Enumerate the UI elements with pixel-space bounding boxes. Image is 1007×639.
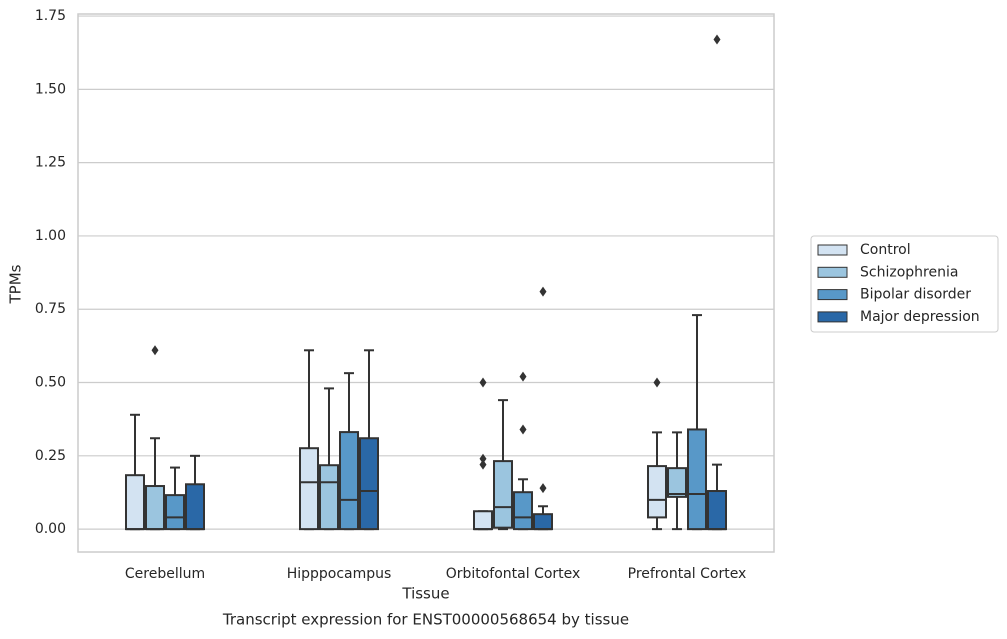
box <box>125 474 145 531</box>
y-tick-label: 0.00 <box>35 521 66 537</box>
legend-label: Major depression <box>860 309 980 325</box>
legend-swatch <box>817 311 848 323</box>
x-tick-label: Prefrontal Cortex <box>628 566 747 582</box>
outlier <box>653 377 661 388</box>
box <box>513 491 533 531</box>
y-axis-label: TPMs <box>7 264 25 304</box>
y-tick-label: 0.25 <box>35 448 66 464</box>
legend-swatch <box>817 289 848 301</box>
chart-title: Transcript expression for ENST0000056865… <box>222 611 629 629</box>
box <box>647 465 667 519</box>
x-tick-label: Orbitofontal Cortex <box>446 566 581 582</box>
box <box>707 490 727 531</box>
box <box>687 428 707 531</box>
y-tick-label: 1.00 <box>35 228 66 244</box>
box <box>299 447 319 531</box>
legend-label: Schizophrenia <box>860 264 958 280</box>
outlier <box>539 483 547 494</box>
box <box>145 485 165 531</box>
legend-swatch <box>817 266 848 278</box>
box <box>493 460 513 529</box>
x-tick-label: Cerebellum <box>125 566 205 582</box>
x-tick-label: Hipppocampus <box>287 566 392 582</box>
box <box>339 431 359 531</box>
box <box>165 494 185 531</box>
y-tick-label: 0.75 <box>35 301 66 317</box>
outlier <box>519 371 527 382</box>
plot-frame <box>77 13 775 553</box>
box <box>319 464 339 531</box>
y-tick-label: 0.50 <box>35 375 66 391</box>
outlier <box>479 459 487 470</box>
y-tick-label: 1.50 <box>35 81 66 97</box>
outlier <box>713 34 721 45</box>
box <box>473 510 493 531</box>
y-tick-label: 1.25 <box>35 155 66 171</box>
box <box>359 437 379 531</box>
outlier <box>479 453 487 464</box>
legend-label: Control <box>860 242 911 258</box>
outlier <box>519 424 527 435</box>
legend-frame <box>810 235 999 333</box>
legend-label: Bipolar disorder <box>860 287 971 303</box>
box <box>185 483 205 531</box>
box <box>533 513 553 531</box>
outlier <box>539 286 547 297</box>
x-axis-label: Tissue <box>401 585 449 603</box>
box <box>667 467 687 498</box>
outlier <box>479 377 487 388</box>
legend-swatch <box>817 244 848 256</box>
y-tick-label: 1.75 <box>35 8 66 24</box>
outlier <box>151 345 159 356</box>
